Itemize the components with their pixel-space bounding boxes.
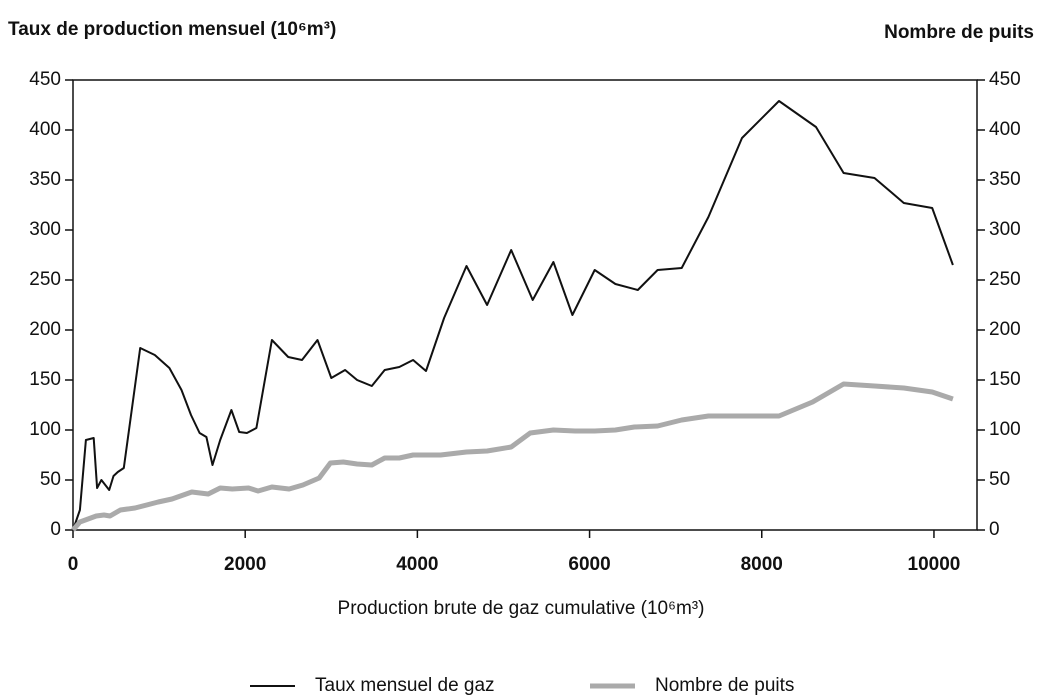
x-tick-label: 6000 <box>568 554 610 575</box>
y2-tick-label: 200 <box>989 319 1021 340</box>
y-tick-label: 200 <box>29 319 61 340</box>
y2-tick-label: 0 <box>989 519 1000 540</box>
y2-tick-label: 450 <box>989 69 1021 90</box>
x-tick-label: 10000 <box>908 554 961 575</box>
y2-tick-label: 400 <box>989 119 1021 140</box>
y2-tick-label: 250 <box>989 269 1021 290</box>
y2-tick-label: 350 <box>989 169 1021 190</box>
x-tick-label: 0 <box>68 554 79 575</box>
y-tick-label: 350 <box>29 169 61 190</box>
y-tick-label: 100 <box>29 419 61 440</box>
y2-tick-label: 50 <box>989 469 1010 490</box>
y2-tick-label: 300 <box>989 219 1021 240</box>
y-tick-label: 300 <box>29 219 61 240</box>
legend-label: Taux mensuel de gaz <box>315 675 495 696</box>
y-axis-title: Taux de production mensuel (10⁶m³) <box>8 19 336 40</box>
y-tick-label: 50 <box>40 469 61 490</box>
y-tick-label: 250 <box>29 269 61 290</box>
y-tick-label: 400 <box>29 119 61 140</box>
data-line <box>72 100 954 531</box>
y2-tick-label: 100 <box>989 419 1021 440</box>
y2-axis-title: Nombre de puits <box>884 22 1034 43</box>
y-tick-label: 450 <box>29 69 61 90</box>
y2-tick-label: 150 <box>989 369 1021 390</box>
y-tick-label: 150 <box>29 369 61 390</box>
x-tick-label: 2000 <box>224 554 266 575</box>
x-tick-label: 4000 <box>396 554 438 575</box>
legend-label: Nombre de puits <box>655 675 794 696</box>
plot-frame <box>72 79 978 531</box>
data-line <box>71 381 954 532</box>
x-tick-label: 8000 <box>741 554 783 575</box>
y-tick-label: 0 <box>50 519 61 540</box>
x-axis-title: Production brute de gaz cumulative (10⁶m… <box>338 598 705 619</box>
